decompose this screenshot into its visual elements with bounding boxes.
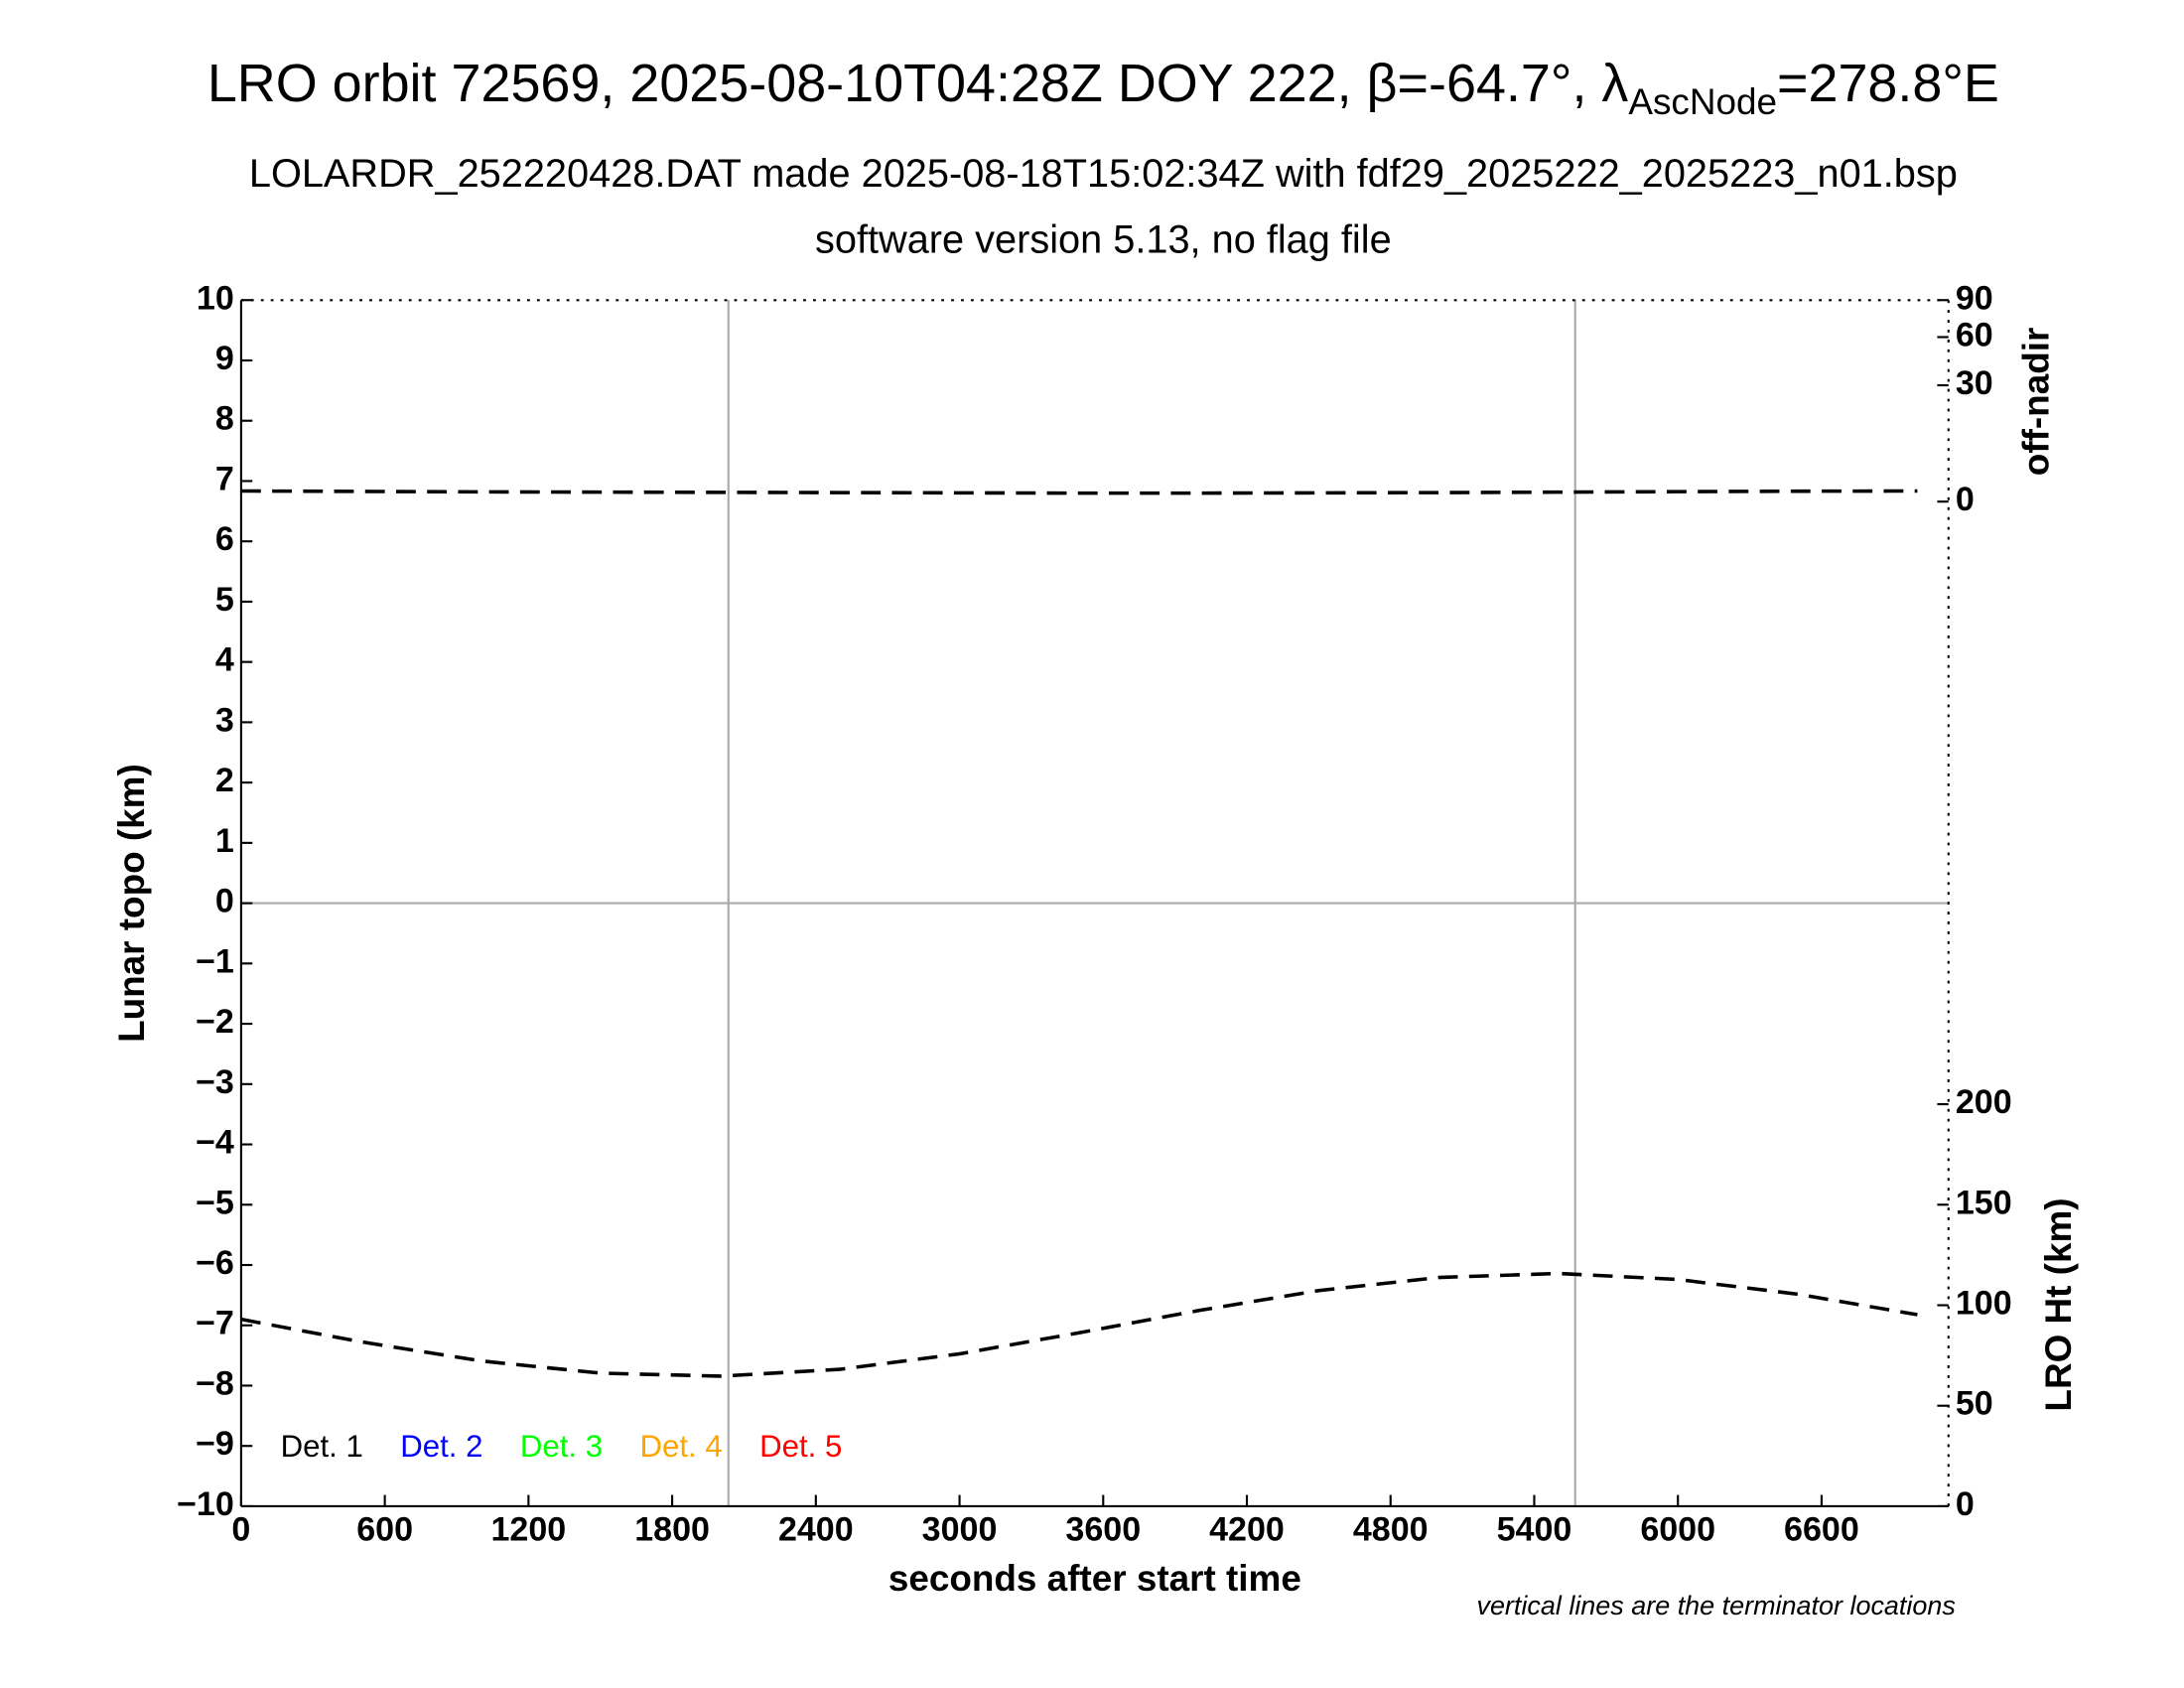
- x-tick-label: 1200: [490, 1510, 566, 1548]
- x-axis-label: seconds after start time: [888, 1558, 1301, 1599]
- x-tick-label: 2400: [778, 1510, 854, 1548]
- x-tick-label: 3000: [922, 1510, 998, 1548]
- y-tick-label: −5: [196, 1184, 234, 1221]
- y-tick-label: 4: [215, 641, 234, 679]
- x-tick-label: 6000: [1640, 1510, 1715, 1548]
- x-tick-label: 600: [356, 1510, 413, 1548]
- y2-axis-label: off-nadir: [2015, 328, 2056, 477]
- x-tick-label: 4200: [1209, 1510, 1285, 1548]
- note: vertical lines are the terminator locati…: [1476, 1591, 1955, 1620]
- y-tick-label: −1: [196, 942, 234, 980]
- legend-entry: Det. 5: [759, 1429, 842, 1464]
- y-tick-label: 2: [215, 762, 234, 799]
- y3-tick-label: 150: [1956, 1184, 2012, 1221]
- y3-tick-label: 0: [1956, 1485, 1975, 1523]
- series-line: [240, 1271, 1918, 1378]
- x-tick-label: 6600: [1784, 1510, 1859, 1548]
- title-part: LRO orbit 72569, 2025-08-10T04:28Z DOY 2…: [207, 54, 1629, 113]
- y2-tick-label: 60: [1956, 316, 1993, 353]
- y-tick-label: 0: [215, 883, 234, 920]
- y-tick-label: −6: [196, 1244, 234, 1282]
- chart-title: LRO orbit 72569, 2025-08-10T04:28Z DOY 2…: [207, 54, 1999, 122]
- y-tick-label: −3: [196, 1063, 234, 1101]
- y-tick-label: 7: [215, 460, 234, 497]
- legend-entry: Det. 4: [639, 1429, 722, 1464]
- title-subscript: AscNode: [1628, 81, 1777, 122]
- y-tick-label: 1: [215, 822, 234, 860]
- y-tick-label: 10: [197, 279, 234, 317]
- y-tick-label: −4: [196, 1124, 234, 1162]
- y-tick-label: −9: [196, 1425, 234, 1463]
- title-part: =278.8°E: [1777, 54, 1999, 113]
- x-tick-label: 5400: [1497, 1510, 1572, 1548]
- x-tick-label: 3600: [1065, 1510, 1141, 1548]
- y3-tick-label: 100: [1956, 1284, 2012, 1322]
- legend-entry: Det. 1: [281, 1429, 363, 1464]
- x-tick-label: 1800: [634, 1510, 710, 1548]
- y2-tick-label: 30: [1956, 364, 1993, 402]
- y2-tick-label: 0: [1956, 481, 1975, 518]
- x-tick-label: 4800: [1353, 1510, 1429, 1548]
- y-axis-label: Lunar topo (km): [111, 764, 152, 1043]
- legend-entry: Det. 3: [520, 1429, 603, 1464]
- y-tick-label: 8: [215, 400, 234, 438]
- y-tick-label: −7: [196, 1305, 234, 1342]
- y3-tick-label: 50: [1956, 1385, 1993, 1423]
- y-tick-label: −10: [177, 1485, 234, 1523]
- y-tick-label: 6: [215, 520, 234, 558]
- y-tick-label: −2: [196, 1003, 234, 1041]
- subtitle: LOLARDR_252220428.DAT made 2025-08-18T15…: [249, 152, 1958, 196]
- y3-axis-label: LRO Ht (km): [2038, 1197, 2079, 1411]
- y2-tick-label: 90: [1956, 279, 1993, 317]
- y-tick-label: 3: [215, 701, 234, 739]
- subtitle: software version 5.13, no flag file: [815, 218, 1392, 262]
- x-tick-label: 0: [231, 1510, 250, 1548]
- y-tick-label: 5: [215, 581, 234, 619]
- y3-tick-label: 200: [1956, 1083, 2012, 1121]
- y-tick-label: −8: [196, 1364, 234, 1402]
- y-tick-label: 9: [215, 340, 234, 377]
- legend-entry: Det. 2: [400, 1429, 482, 1464]
- series-line: [240, 489, 1918, 495]
